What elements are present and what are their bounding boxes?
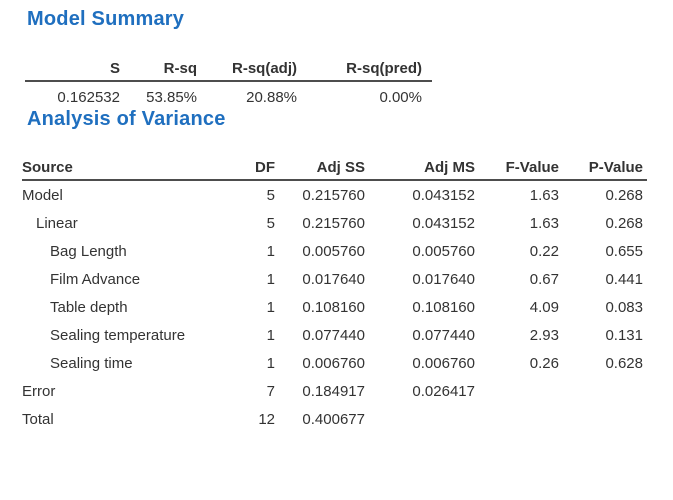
anova-section: Analysis of Variance Source DF Adj SS Ad… [22, 106, 673, 433]
anova-value-cell: 4.09 [529, 298, 559, 316]
column-header-rsq-adj: R-sq(adj) [197, 58, 297, 82]
anova-value-cell: 0.006760 [412, 354, 475, 372]
anova-value-cell: 0.005760 [302, 242, 365, 260]
anova-value-cell [559, 405, 647, 433]
model-summary-rsq-value: 53.85% [146, 89, 197, 106]
anova-value-cell [475, 405, 559, 433]
anova-value-cell: 0.268 [605, 214, 643, 232]
anova-value-cell: 0.083 [605, 298, 643, 316]
anova-value-cell: 0.22 [529, 242, 559, 260]
column-header-df: DF [230, 154, 275, 181]
column-header-s: S [25, 58, 120, 82]
anova-value-cell: 0.655 [605, 242, 643, 260]
anova-value-cell: 1 [266, 270, 275, 288]
anova-value-cell: 0.077440 [412, 326, 475, 344]
anova-value-cell: 0.005760 [412, 242, 475, 260]
anova-value-cell: 0.108160 [412, 298, 475, 316]
anova-value-cell: 0.215760 [302, 186, 365, 204]
anova-value-cell [365, 405, 475, 433]
column-header-rsq: R-sq [120, 58, 197, 82]
anova-value-cell: 1 [266, 326, 275, 344]
model-summary-rsq-pred-value: 0.00% [379, 89, 422, 106]
anova-value-cell [559, 377, 647, 405]
table-row: Table depth 1 0.108160 0.108160 4.09 0.083 [22, 293, 647, 321]
anova-value-cell: 0.400677 [302, 410, 365, 428]
anova-value-cell: 0.184917 [302, 382, 365, 400]
anova-value-cell: 1 [266, 242, 275, 260]
table-row: Film Advance 1 0.017640 0.017640 0.67 0.441 [22, 265, 647, 293]
anova-value-cell: 0.215760 [302, 214, 365, 232]
anova-source-cell: Sealing time [50, 354, 133, 372]
anova-source-cell: Total [22, 410, 54, 428]
anova-value-cell: 0.441 [605, 270, 643, 288]
anova-tbody: Model 5 0.215760 0.043152 1.63 0.268 Linear 5 0.… [22, 180, 647, 433]
anova-value-cell: 1 [266, 298, 275, 316]
column-header-adj-ms: Adj MS [365, 154, 475, 181]
anova-source-cell: Linear [36, 214, 78, 232]
anova-value-cell: 0.006760 [302, 354, 365, 372]
column-header-adj-ss: Adj SS [275, 154, 365, 181]
table-row: Bag Length 1 0.005760 0.005760 0.22 0.655 [22, 237, 647, 265]
anova-value-cell: 0.043152 [412, 186, 475, 204]
table-row: Linear 5 0.215760 0.043152 1.63 0.268 [22, 209, 647, 237]
anova-value-cell: 0.026417 [412, 382, 475, 400]
anova-header-row: Source DF Adj SS Adj MS F-Value P-Value [22, 154, 647, 181]
anova-value-cell: 0.108160 [302, 298, 365, 316]
anova-value-cell: 1 [266, 354, 275, 372]
column-header-rsq-pred: R-sq(pred) [297, 58, 432, 82]
table-row: Model 5 0.215760 0.043152 1.63 0.268 [22, 180, 647, 209]
anova-value-cell: 1.63 [529, 214, 559, 232]
column-header-source: Source [22, 154, 230, 181]
model-summary-value-row: 0.162532 53.85% 20.88% 0.00% [25, 81, 432, 106]
anova-value-cell: 0.043152 [412, 214, 475, 232]
anova-source-cell: Error [22, 382, 56, 400]
anova-source-cell: Sealing temperature [50, 326, 186, 344]
model-summary-section: Model Summary S R-sq R-sq(adj) R-sq(pred… [22, 6, 673, 106]
anova-value-cell: 0.268 [605, 186, 643, 204]
table-row: Error 7 0.184917 0.026417 [22, 377, 647, 405]
anova-value-cell: 2.93 [529, 326, 559, 344]
anova-value-cell: 0.26 [529, 354, 559, 372]
anova-value-cell: 0.628 [605, 354, 643, 372]
table-row: Sealing temperature 1 0.077440 0.077440 2.93… [22, 321, 647, 349]
anova-value-cell: 0.077440 [302, 326, 365, 344]
table-row: Sealing time 1 0.006760 0.006760 0.26 0.628 [22, 349, 647, 377]
model-summary-table: S R-sq R-sq(adj) R-sq(pred) 0.162532 53.… [25, 58, 432, 106]
anova-value-cell: 12 [258, 410, 275, 428]
minitab-output: Model Summary S R-sq R-sq(adj) R-sq(pred… [22, 6, 673, 433]
anova-value-cell: 0.67 [529, 270, 559, 288]
anova-title: Analysis of Variance [27, 108, 226, 130]
column-header-f-value: F-Value [475, 154, 559, 181]
anova-table: Source DF Adj SS Adj MS F-Value P-Value … [22, 154, 647, 433]
anova-source-cell: Film Advance [50, 270, 141, 288]
anova-value-cell: 5 [266, 214, 275, 232]
anova-value-cell: 0.017640 [412, 270, 475, 288]
model-summary-header-row: S R-sq R-sq(adj) R-sq(pred) [25, 58, 432, 82]
anova-source-cell: Model [22, 186, 63, 204]
anova-value-cell: 5 [266, 186, 275, 204]
model-summary-s-value: 0.162532 [57, 89, 120, 106]
model-summary-rsq-adj-value: 20.88% [246, 89, 297, 106]
table-row: Total 12 0.400677 [22, 405, 647, 433]
anova-value-cell: 7 [266, 382, 275, 400]
anova-value-cell: 0.017640 [302, 270, 365, 288]
anova-value-cell: 0.131 [605, 326, 643, 344]
anova-value-cell [475, 377, 559, 405]
column-header-p-value: P-Value [559, 154, 647, 181]
anova-value-cell: 1.63 [529, 186, 559, 204]
anova-source-cell: Table depth [50, 298, 128, 316]
model-summary-title: Model Summary [27, 8, 185, 30]
anova-source-cell: Bag Length [50, 242, 127, 260]
